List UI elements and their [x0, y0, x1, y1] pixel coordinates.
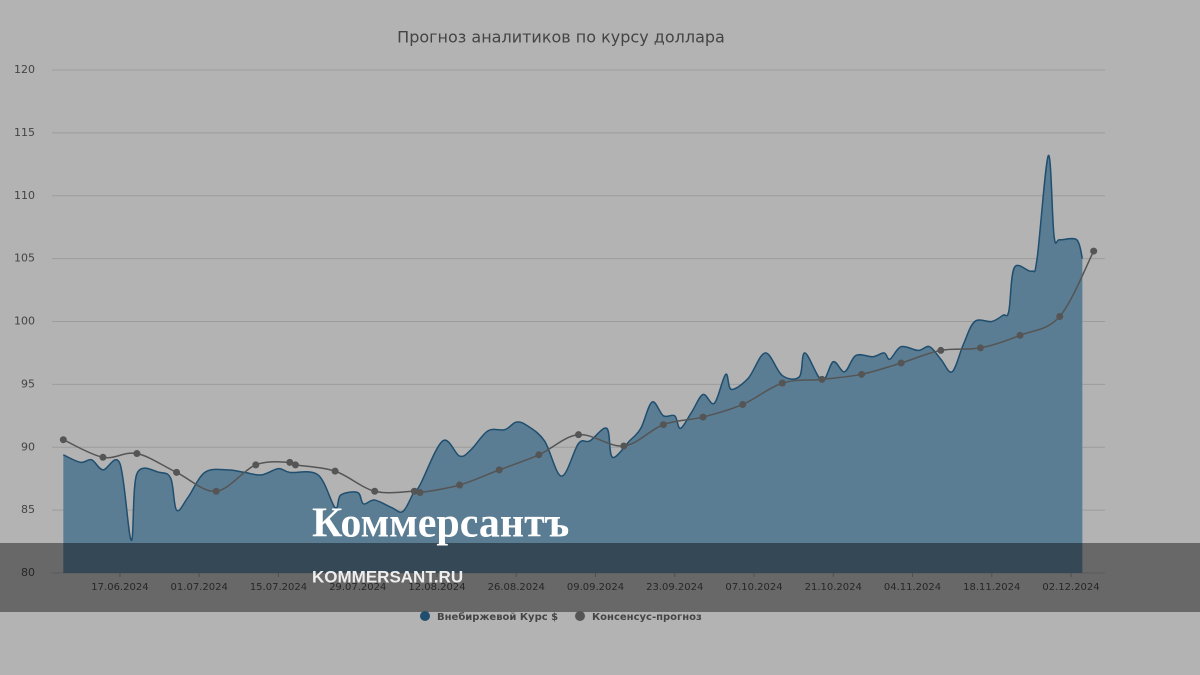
x-tick-label: 04.11.2024 — [884, 582, 941, 593]
point — [937, 346, 945, 354]
point — [1016, 331, 1024, 339]
point — [59, 436, 67, 444]
x-tick-label: 23.09.2024 — [646, 582, 703, 593]
x-tick-label: 01.07.2024 — [171, 582, 228, 593]
y-tick-label: 100 — [14, 315, 35, 328]
legend: Внебиржевой Курс $ Консенсус-прогноз — [420, 611, 702, 623]
point — [858, 370, 866, 378]
y-tick-label: 85 — [21, 503, 35, 516]
area — [63, 155, 1083, 573]
x-tick-label: 15.07.2024 — [250, 582, 307, 593]
legend-label: Консенсус-прогноз — [592, 612, 702, 623]
watermark-logo: Коммерсантъ — [312, 501, 569, 547]
y-tick-label: 95 — [21, 377, 35, 390]
y-tick-label: 90 — [21, 440, 35, 453]
x-tick-label: 12.08.2024 — [408, 582, 465, 593]
y-tick-label: 105 — [14, 252, 35, 265]
point — [133, 450, 141, 458]
point — [410, 487, 418, 495]
point — [739, 400, 747, 408]
x-tick-label: 09.09.2024 — [567, 582, 624, 593]
x-tick-label: 18.11.2024 — [963, 582, 1020, 593]
chart-title: Прогноз аналитиков по курсу доллара — [397, 28, 725, 47]
point — [291, 461, 299, 469]
point — [620, 442, 628, 450]
point — [1056, 312, 1064, 320]
point — [535, 451, 543, 459]
x-tick-label: 29.07.2024 — [329, 582, 386, 593]
point — [575, 431, 582, 439]
point — [286, 458, 294, 466]
x-tick-label: 07.10.2024 — [725, 582, 782, 593]
point — [456, 481, 464, 489]
watermark-band — [0, 543, 1200, 612]
point — [212, 487, 220, 495]
y-tick-label: 110 — [14, 189, 35, 202]
watermark-site: KOMMERSANT.RU — [312, 567, 463, 586]
area-edge — [63, 154, 1084, 542]
legend-marker — [420, 611, 430, 621]
legend-marker — [575, 611, 585, 621]
point — [818, 375, 826, 383]
point — [897, 359, 905, 367]
x-tick-label: 17.06.2024 — [91, 582, 148, 593]
point — [659, 421, 667, 429]
x-tick-label: 26.08.2024 — [488, 582, 545, 593]
x-tick-label: 02.12.2024 — [1042, 582, 1099, 593]
point — [252, 461, 260, 469]
point — [495, 466, 503, 474]
y-tick-label: 115 — [14, 126, 35, 139]
point — [371, 487, 379, 495]
x-tick-label: 21.10.2024 — [805, 582, 862, 593]
point — [976, 344, 984, 352]
point — [331, 467, 339, 475]
point — [173, 468, 181, 476]
point — [1090, 247, 1098, 255]
point — [99, 453, 107, 461]
legend-label: Внебиржевой Курс $ — [437, 611, 558, 623]
point — [699, 413, 707, 421]
y-tick-label: 80 — [21, 566, 35, 579]
plot: 80 85 90 95 100 105 110 115 120 17.06.2024 01.07.2… — [14, 63, 1105, 593]
point — [778, 379, 786, 387]
point — [416, 489, 424, 497]
y-tick-label: 120 — [14, 63, 35, 76]
